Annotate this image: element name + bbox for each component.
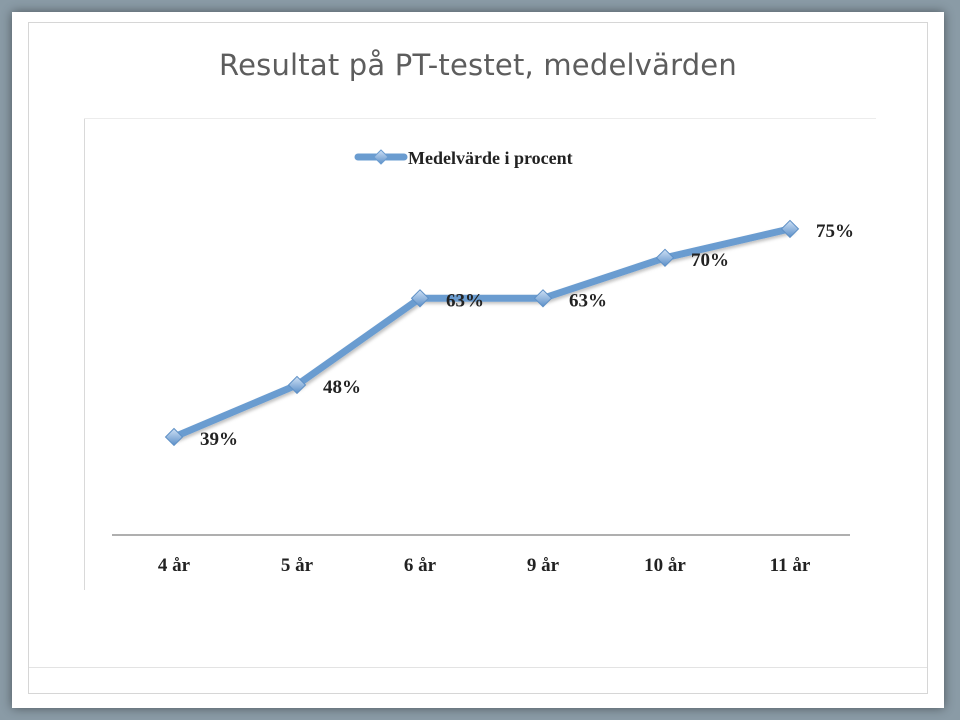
x-tick-label: 9 år [527, 555, 560, 576]
legend: Medelvärde i procent [354, 148, 573, 168]
plot-area-top-edge [84, 118, 876, 119]
series-line [170, 225, 794, 441]
data-point-marker [655, 248, 675, 267]
data-point-marker [164, 427, 184, 447]
legend-marker-swatch [373, 149, 389, 165]
data-point-marker [780, 219, 800, 239]
x-tick-label: 11 år [770, 555, 811, 576]
x-tick-label: 5 år [281, 555, 314, 576]
x-tick-label: 4 år [158, 555, 191, 576]
data-label: 48% [323, 377, 361, 398]
x-tick-label: 6 år [404, 555, 437, 576]
data-label: 63% [446, 290, 484, 311]
data-label: 75% [816, 221, 854, 242]
data-label: 70% [691, 250, 729, 271]
data-point-marker [533, 289, 553, 308]
data-point-marker [410, 289, 430, 308]
data-point-marker [287, 375, 307, 395]
slide-border [28, 22, 928, 694]
footer-divider [29, 667, 927, 668]
slide-title: Resultat på PT-testet, medelvärden [219, 48, 737, 82]
data-label: 63% [569, 290, 607, 311]
legend-label: Medelvärde i procent [408, 148, 573, 168]
plot-area: 39% 48% 63% 63% 70% 75% 4 år 5 år 6 år 9 år 10 år 1… [158, 219, 854, 576]
slide-frame: Resultat på PT-testet, medelvärden [12, 12, 944, 708]
plot-area-left-edge [84, 118, 85, 590]
x-tick-label: 10 år [644, 555, 686, 576]
data-label: 39% [200, 429, 238, 450]
